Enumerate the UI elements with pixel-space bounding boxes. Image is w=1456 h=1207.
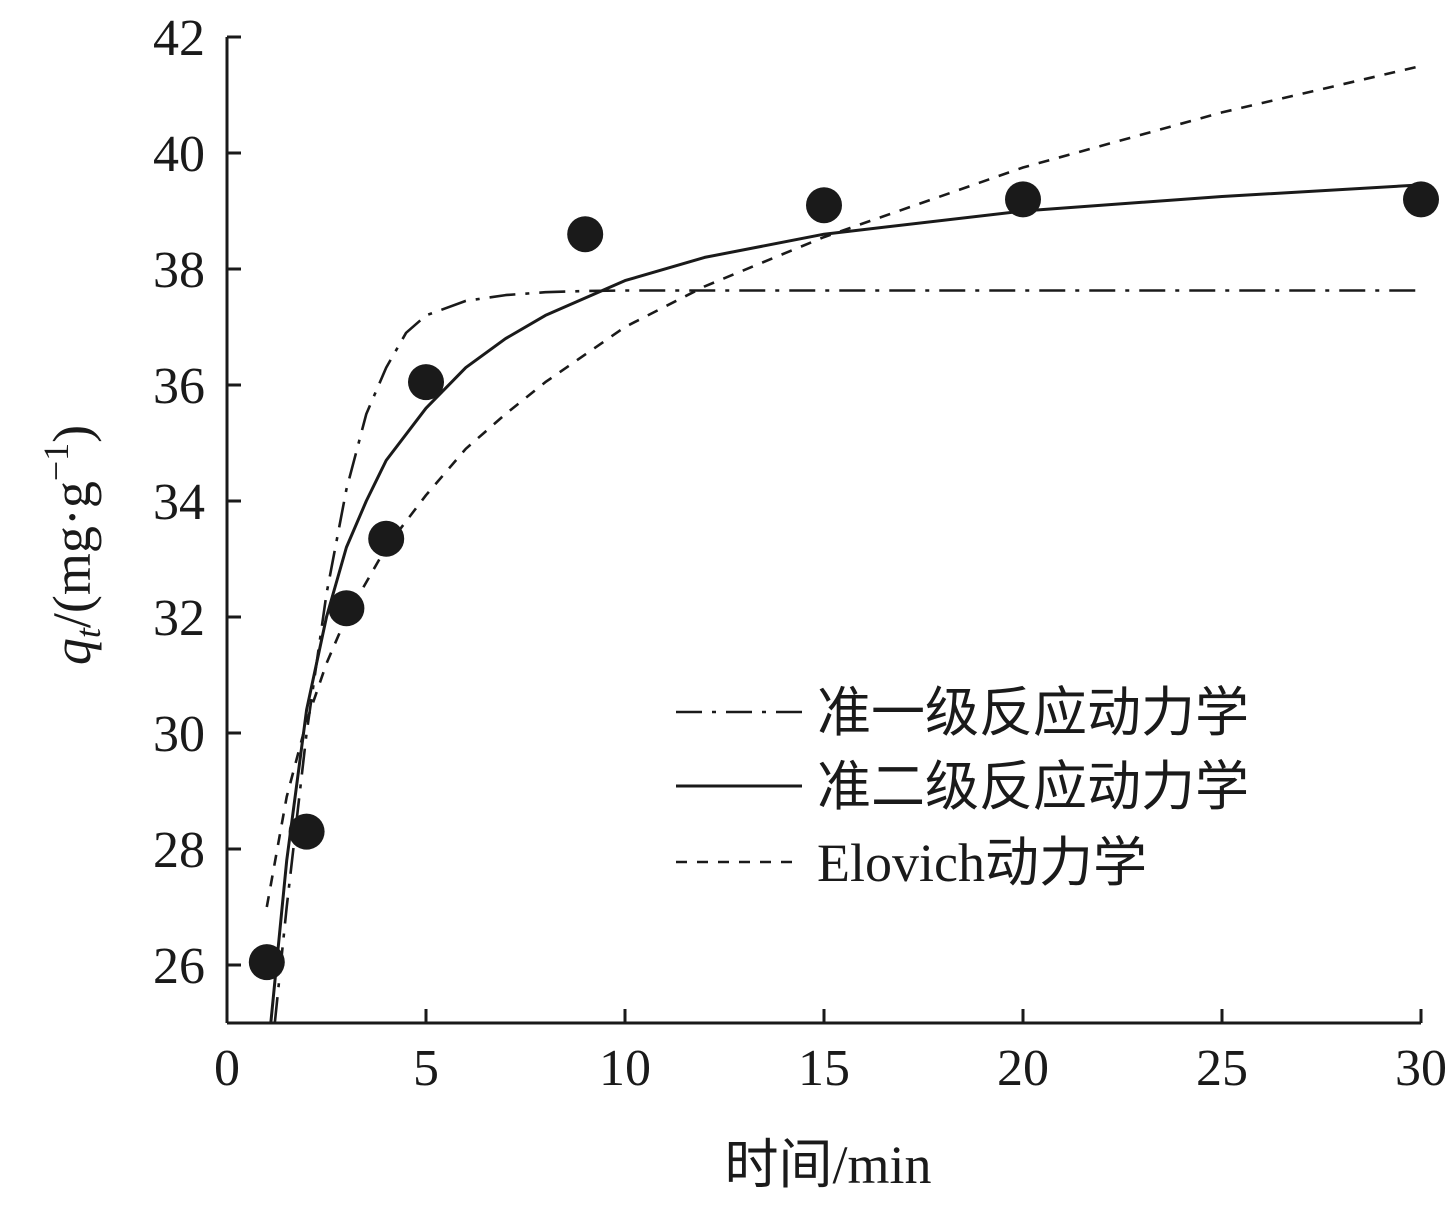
x-tick-label: 20 [997,1040,1049,1097]
y-tick-label: 26 [153,938,205,995]
legend-label: 准二级反应动力学 [817,757,1249,817]
data-point [1005,181,1041,218]
x-tick-label: 5 [413,1040,439,1097]
y-tick-label: 28 [153,822,205,879]
data-point [288,813,325,850]
y-tick-label: 42 [153,10,205,67]
x-axis-label: 时间/min [724,1135,931,1195]
y-axis-label-subscript: t [68,627,108,638]
series-line-dashed [265,64,1422,908]
data-point [248,944,285,981]
data-point [1403,181,1439,218]
y-tick-label: 36 [153,358,205,415]
ticks: 0 5 10 15 20 25 30 26 28 30 32 34 36 38 40 42 [153,10,1447,1097]
y-tick-label: 34 [153,474,205,531]
legend-label: 准一级反应动力学 [817,683,1249,743]
y-tick-label: 32 [153,590,205,647]
y-axis-label-main: q [42,638,102,665]
data-point [567,216,604,253]
series-line-solid [269,183,1422,1023]
fit-curves [265,64,1422,1023]
x-tick-label: 30 [1395,1040,1447,1097]
y-axis-label-unit-suffix: ) [42,425,102,443]
plot-marks [248,64,1439,1023]
legend-label: Elovich动力学 [817,833,1147,893]
y-tick-label: 30 [153,706,205,763]
series-line-dashdot [273,289,1421,1023]
data-point [368,520,405,557]
x-tick-label: 25 [1196,1040,1248,1097]
data-point [328,590,365,627]
y-axis-label-superscript: −1 [36,443,76,481]
y-axis-label: qt/(mg·g−1) [36,425,108,665]
y-tick-label: 38 [153,242,205,299]
x-tick-label: 15 [798,1040,850,1097]
data-point [408,364,444,401]
x-tick-label: 10 [599,1040,651,1097]
y-tick-label: 40 [153,126,205,183]
data-point [806,187,842,224]
y-axis-label-unit-prefix: /(mg·g [42,481,102,628]
x-tick-label: 0 [214,1040,240,1097]
